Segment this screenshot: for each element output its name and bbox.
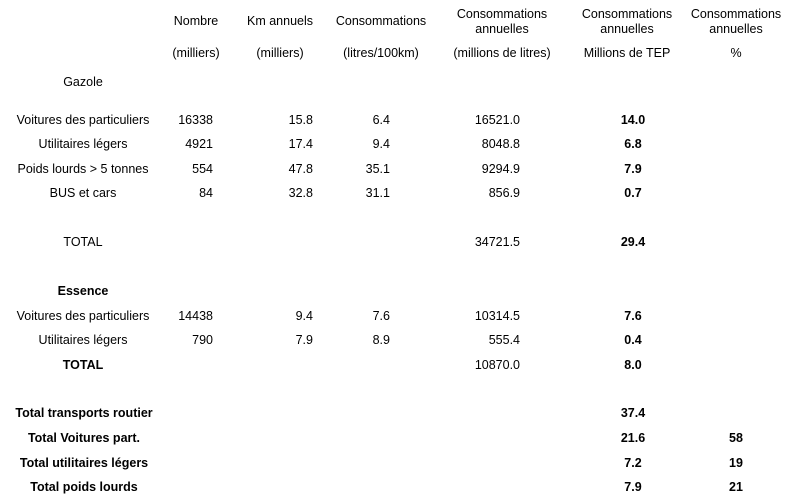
row-label: Voitures des particuliers: [16, 309, 150, 323]
cell-nombre: 790: [192, 333, 213, 347]
cell-nombre: 16338: [178, 113, 213, 127]
gazole-total-label: TOTAL: [63, 235, 103, 249]
cell-litres: 16521.0: [474, 113, 520, 127]
header-tep-unit: Millions de TEP: [583, 46, 671, 60]
summary-label: Total poids lourds: [30, 480, 138, 494]
essence-total-tep: 8.0: [624, 358, 642, 372]
cell-tep: 6.8: [624, 137, 642, 151]
cell-litres: 9294.9: [481, 162, 520, 176]
header-nombre-unit: (milliers): [172, 46, 220, 60]
row-label: Utilitaires légers: [38, 137, 128, 151]
cell-tep: 0.4: [624, 333, 642, 347]
cell-km: 17.4: [288, 137, 313, 151]
cell-conso: 31.1: [365, 186, 390, 200]
row-label: BUS et cars: [49, 186, 117, 200]
summary-label: Total transports routier: [15, 406, 153, 420]
summary-tep: 7.2: [624, 456, 642, 470]
cell-tep: 7.6: [624, 309, 642, 323]
cell-litres: 856.9: [488, 186, 520, 200]
gazole-total-tep: 29.4: [620, 235, 646, 249]
cell-nombre: 84: [199, 186, 213, 200]
cell-km: 15.8: [288, 113, 313, 127]
cell-tep: 7.9: [624, 162, 642, 176]
header-km-unit: (milliers): [256, 46, 304, 60]
cell-tep: 14.0: [620, 113, 646, 127]
summary-label: Total utilitaires légers: [19, 456, 149, 470]
cell-conso: 8.9: [372, 333, 390, 347]
summary-tep: 7.9: [624, 480, 642, 494]
section-essence: Essence: [57, 284, 109, 298]
header-pct-unit: %: [730, 46, 742, 60]
cell-litres: 555.4: [488, 333, 520, 347]
row-label: Poids lourds > 5 tonnes: [17, 162, 149, 176]
gazole-total-litres: 34721.5: [474, 235, 520, 249]
cell-conso: 35.1: [365, 162, 390, 176]
row-label: Voitures des particuliers: [16, 113, 150, 127]
summary-label: Total Voitures part.: [27, 431, 141, 445]
cell-km: 47.8: [288, 162, 313, 176]
header-nombre: Nombre: [173, 14, 219, 28]
cell-litres: 8048.8: [481, 137, 520, 151]
cell-tep: 0.7: [624, 186, 642, 200]
essence-total-litres: 10870.0: [474, 358, 520, 372]
summary-pct: 58: [729, 431, 743, 445]
cell-km: 7.9: [295, 333, 313, 347]
header-pct: Consommations: [690, 7, 782, 21]
header-conso-ann-unit: (millions de litres): [453, 46, 551, 60]
summary-pct: 19: [729, 456, 743, 470]
cell-conso: 7.6: [372, 309, 390, 323]
header-tep: Consommations: [581, 7, 673, 21]
row-label: Utilitaires légers: [38, 333, 128, 347]
header-pct-2: annuelles: [709, 22, 763, 36]
cell-conso: 9.4: [372, 137, 390, 151]
cell-conso: 6.4: [372, 113, 390, 127]
header-km: Km annuels: [246, 14, 314, 28]
header-conso-ann-2: annuelles: [475, 22, 529, 36]
header-conso-unit: (litres/100km): [343, 46, 419, 60]
cell-km: 32.8: [288, 186, 313, 200]
section-gazole: Gazole: [63, 75, 103, 89]
summary-tep: 21.6: [620, 431, 646, 445]
cell-litres: 10314.5: [474, 309, 520, 323]
cell-nombre: 14438: [178, 309, 213, 323]
header-conso-ann: Consommations: [456, 7, 548, 21]
cell-nombre: 4921: [185, 137, 213, 151]
summary-pct: 21: [729, 480, 743, 494]
cell-nombre: 554: [192, 162, 213, 176]
header-tep-2: annuelles: [600, 22, 654, 36]
summary-tep: 37.4: [620, 406, 646, 420]
essence-total-label: TOTAL: [62, 358, 104, 372]
cell-km: 9.4: [295, 309, 313, 323]
header-conso: Consommations: [335, 14, 427, 28]
